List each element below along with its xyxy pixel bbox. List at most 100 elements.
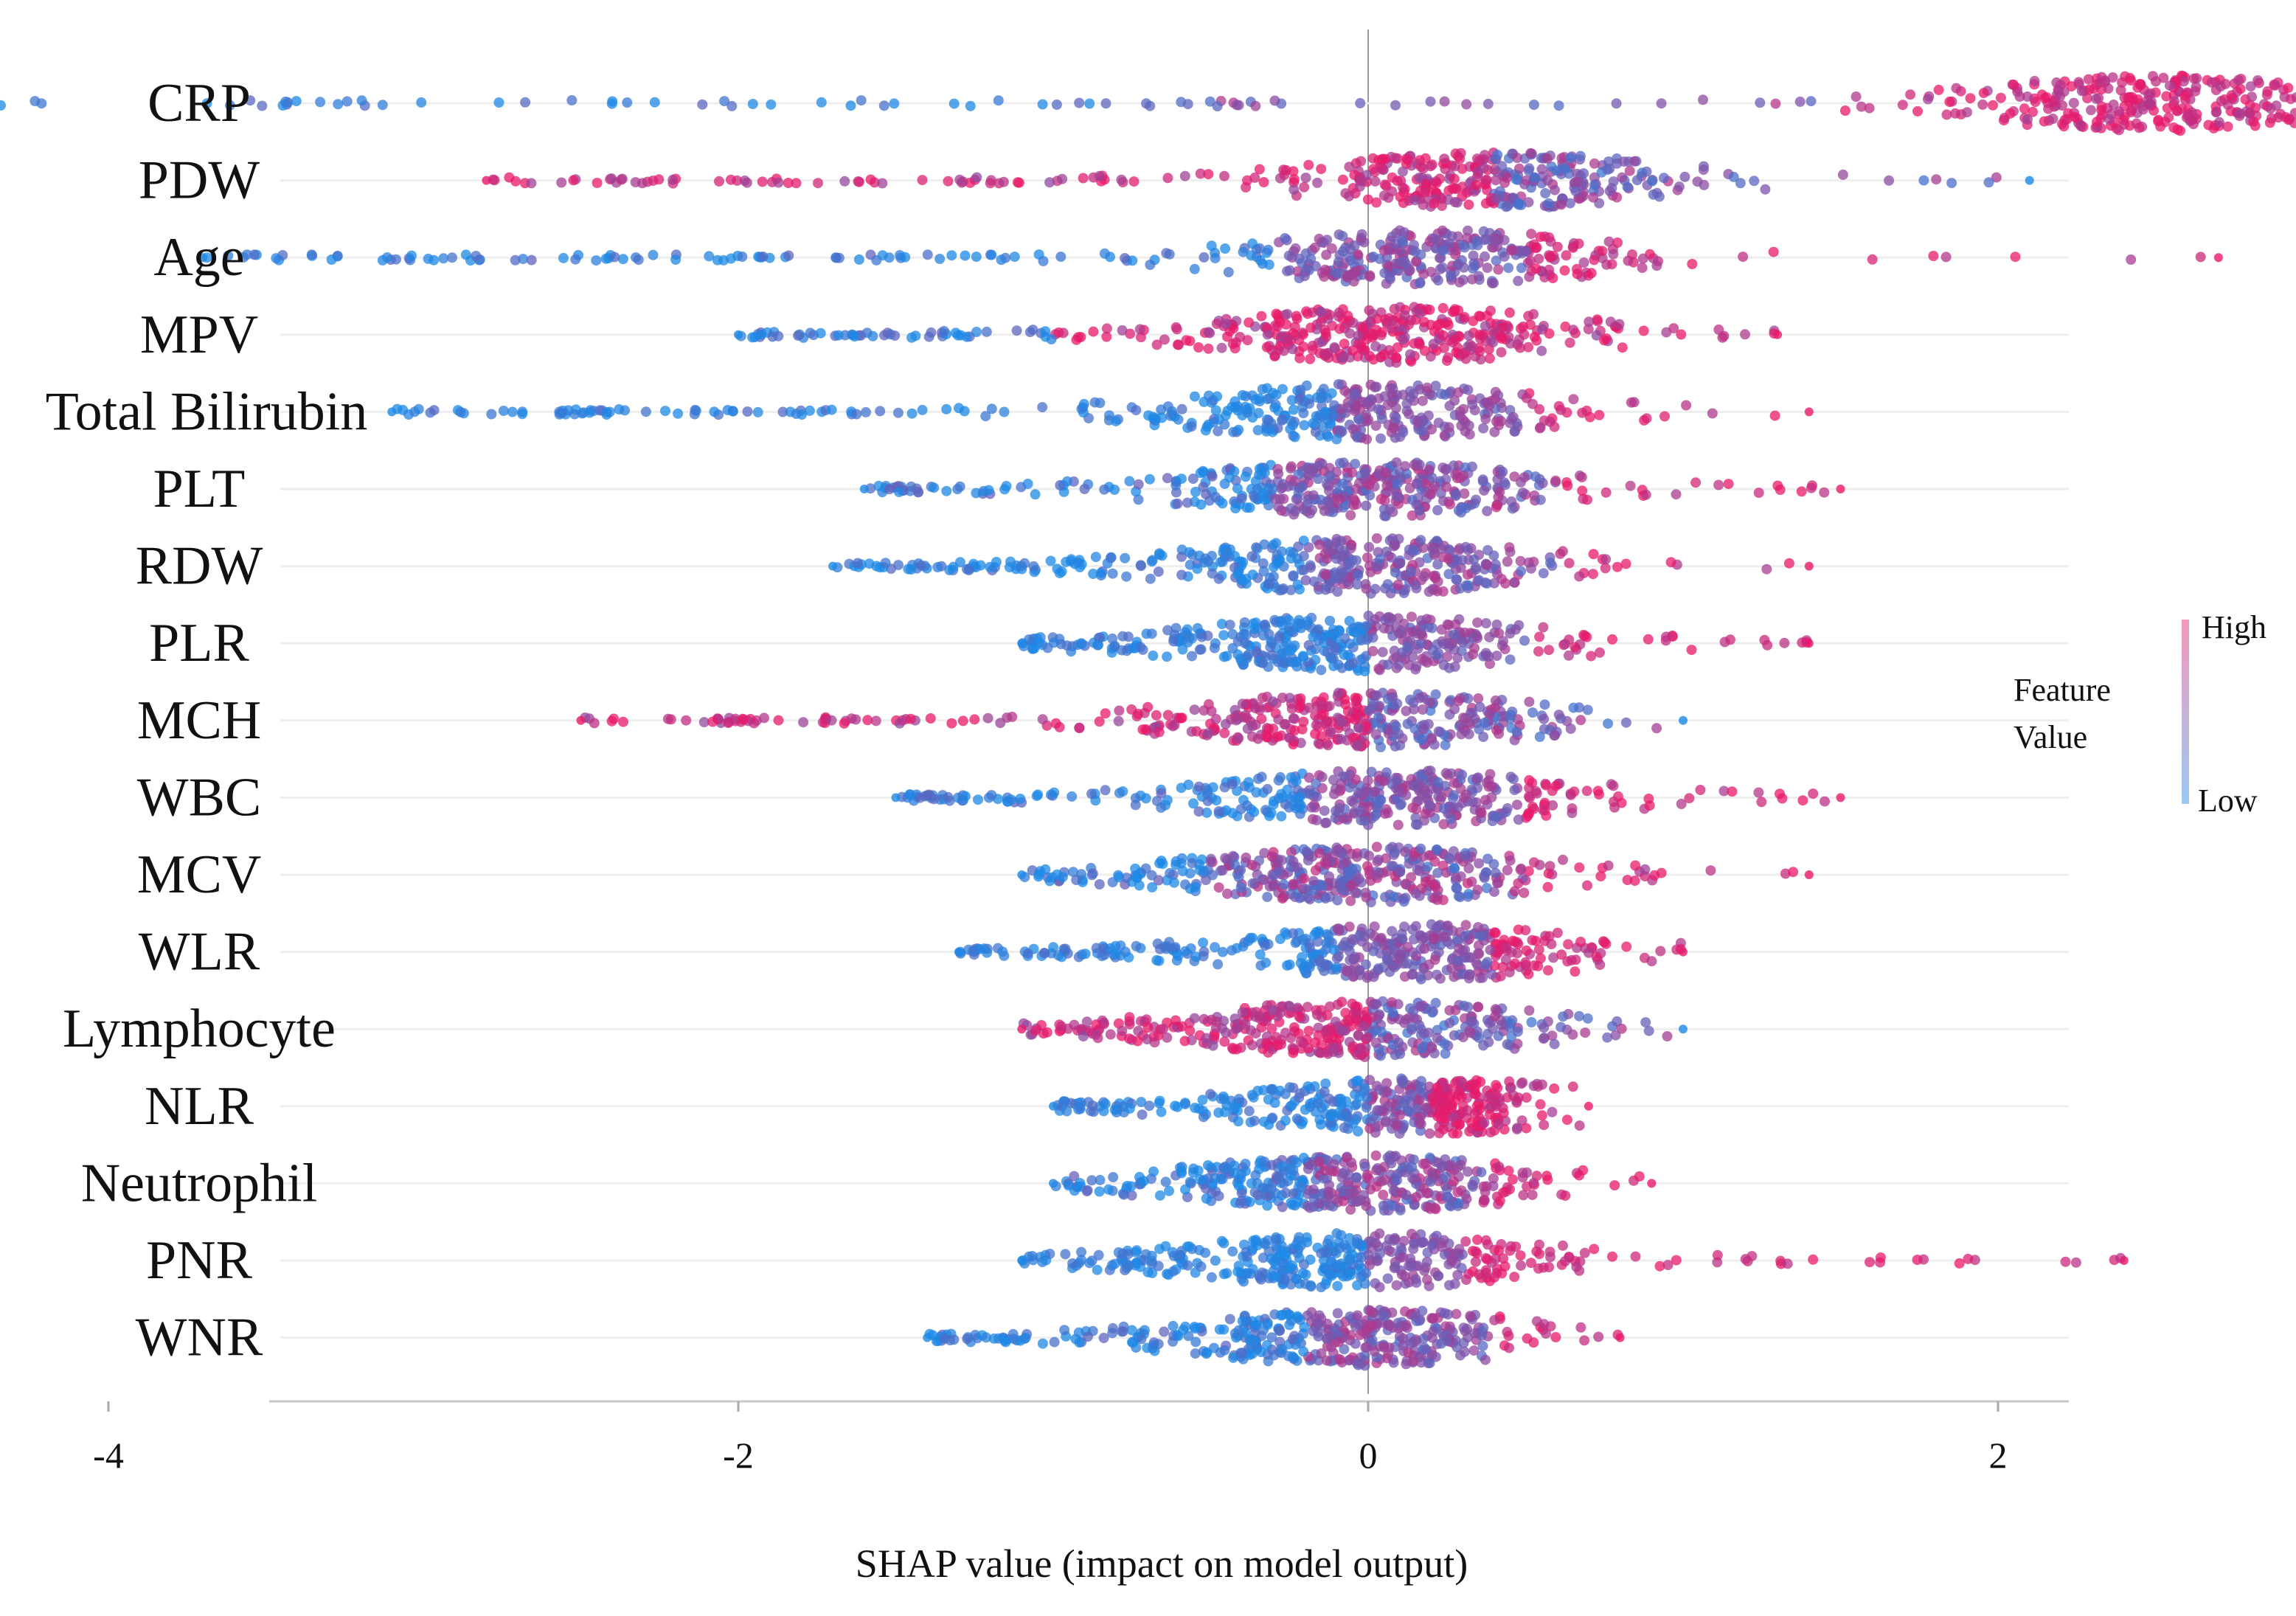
- shap-point: [1331, 813, 1341, 823]
- shap-point: [1474, 575, 1484, 586]
- shap-point: [996, 254, 1007, 265]
- shap-point: [520, 97, 530, 108]
- shap-point: [1492, 620, 1502, 630]
- shap-point: [1539, 714, 1549, 724]
- shap-point: [622, 97, 632, 108]
- shap-point: [1249, 624, 1260, 634]
- shap-point: [2233, 75, 2244, 86]
- shap-point: [1370, 176, 1381, 187]
- shap-point: [1263, 724, 1274, 734]
- shap-point: [1540, 699, 1550, 710]
- shap-point: [757, 176, 768, 187]
- shap-point: [631, 177, 641, 187]
- shap-point: [1201, 426, 1211, 436]
- shap-point: [813, 178, 823, 188]
- shap-point: [1246, 860, 1257, 870]
- shap-point: [1554, 401, 1564, 412]
- shap-point: [1331, 554, 1342, 564]
- shap-point: [1508, 244, 1518, 254]
- shap-point: [1315, 410, 1325, 420]
- shap-point: [1918, 176, 1929, 186]
- shap-point: [1263, 330, 1273, 340]
- shap-point: [1600, 554, 1611, 564]
- shap-point: [1074, 723, 1084, 733]
- shap-point: [1268, 388, 1278, 398]
- shap-point: [1076, 638, 1086, 648]
- shap-point: [1391, 412, 1401, 423]
- shap-point: [1505, 308, 1515, 318]
- shap-point: [1458, 349, 1468, 359]
- shap-point: [1294, 893, 1305, 904]
- shap-point: [1277, 415, 1288, 425]
- shap-point: [1333, 687, 1344, 698]
- feature-points: [0, 71, 2296, 136]
- shap-point: [1314, 624, 1324, 634]
- shap-point: [1589, 254, 1599, 265]
- shap-point: [1295, 792, 1305, 802]
- shap-point: [1411, 888, 1421, 898]
- shap-point: [923, 789, 934, 800]
- shap-point: [1775, 485, 1786, 495]
- shap-point: [1208, 783, 1218, 793]
- shap-point: [1240, 617, 1250, 628]
- shap-point: [1420, 656, 1430, 666]
- shap-point: [1436, 544, 1446, 554]
- shap-point: [1269, 800, 1279, 810]
- shap-point: [955, 482, 965, 492]
- shap-point: [1472, 153, 1482, 164]
- shap-point: [1061, 557, 1071, 567]
- shap-point: [986, 250, 996, 260]
- shap-point: [1463, 385, 1473, 395]
- shap-point: [670, 254, 681, 265]
- shap-point: [827, 405, 837, 415]
- shap-point: [1553, 242, 1563, 252]
- shap-point: [1332, 586, 1342, 597]
- shap-point: [1612, 98, 1622, 108]
- shap-point: [1659, 412, 1670, 422]
- shap-point: [1527, 707, 1538, 718]
- shap-point: [987, 403, 997, 414]
- shap-point: [1238, 629, 1249, 639]
- shap-point: [1367, 308, 1378, 319]
- shap-point: [1129, 176, 1140, 187]
- shap-point: [1496, 574, 1507, 584]
- shap-point: [1071, 875, 1081, 885]
- shap-point: [1412, 479, 1423, 489]
- shap-point: [1316, 307, 1326, 317]
- shap-point: [1106, 943, 1116, 954]
- shap-point: [1156, 412, 1167, 423]
- shap-point: [1773, 330, 1782, 339]
- shap-point: [1470, 405, 1480, 415]
- shap-point: [1213, 959, 1223, 969]
- shap-point: [2235, 108, 2245, 119]
- shap-point: [1221, 719, 1231, 729]
- shap-point: [1304, 703, 1314, 713]
- shap-point: [941, 404, 951, 415]
- shap-point: [934, 254, 945, 264]
- shap-point: [1221, 319, 1231, 329]
- shap-point: [1784, 558, 1794, 569]
- shap-point: [608, 714, 619, 724]
- shap-point: [1308, 418, 1318, 429]
- shap-point: [1407, 611, 1417, 622]
- shap-point: [1452, 198, 1463, 208]
- shap-point: [783, 251, 794, 261]
- shap-point: [1984, 177, 1994, 187]
- shap-point: [1387, 861, 1397, 871]
- shap-point: [1142, 628, 1152, 639]
- shap-point: [960, 791, 971, 802]
- shap-point: [1570, 966, 1580, 977]
- shap-point: [1258, 558, 1269, 569]
- shap-point: [1371, 690, 1381, 701]
- shap-point: [570, 254, 580, 265]
- shap-point: [1355, 98, 1365, 108]
- shap-point: [1406, 872, 1416, 882]
- shap-point: [1308, 876, 1319, 887]
- shap-point: [1496, 332, 1506, 342]
- shap-point: [956, 330, 966, 341]
- shap-point: [1460, 542, 1471, 552]
- shap-point: [1519, 472, 1530, 482]
- shap-point: [1468, 555, 1479, 565]
- shap-point: [1508, 504, 1518, 514]
